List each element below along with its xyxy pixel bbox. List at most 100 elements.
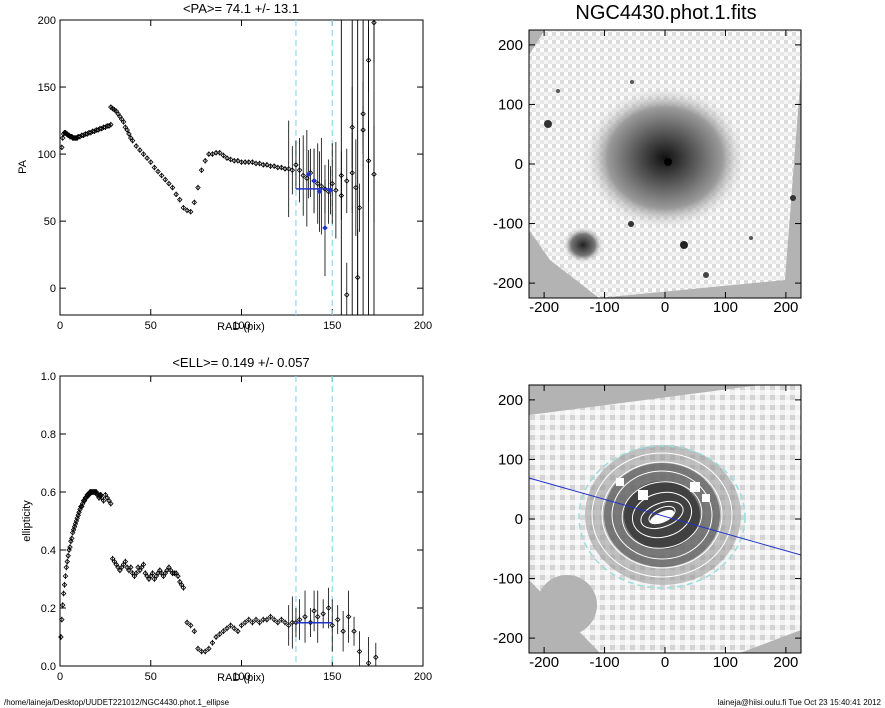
ell-data-point: [216, 631, 223, 637]
pa-data-point: [271, 163, 277, 169]
pa-data-point: [311, 178, 317, 184]
ell-data-point: [365, 660, 372, 666]
ell-y-tick-label: 1.0: [41, 371, 56, 383]
pa-data-point: [202, 158, 208, 164]
ell-x-tick-label: 50: [145, 671, 157, 683]
ell-data-point: [98, 492, 104, 498]
ell-data-point: [122, 558, 129, 565]
pa-data-point: [158, 172, 165, 179]
pa-data-point: [133, 143, 139, 149]
ell-x-tick-label: 150: [323, 671, 341, 683]
ell-data-point: [267, 613, 274, 620]
pa-data-point: [162, 176, 169, 183]
pa-data-point: [169, 184, 176, 191]
pa-x-tick-label: 100: [232, 320, 250, 332]
ell-x-tick-label: 200: [414, 671, 432, 683]
pa-data-point: [344, 178, 350, 184]
ell-data-point: [334, 616, 341, 623]
ell-y-tick-label: 0.2: [41, 603, 56, 615]
pa-x-tick-label: 200: [414, 320, 432, 332]
model-x-tick-label: 200: [773, 654, 798, 671]
ell-y-axis-label: ellipticity: [21, 500, 33, 542]
ell-data-point: [202, 648, 208, 655]
pa-y-tick-label: 0: [50, 283, 56, 295]
image-x-ticks: -200 -100 0 100 200: [529, 30, 798, 316]
pa-data-point: [300, 172, 306, 179]
ell-data-point: [285, 622, 292, 629]
pa-x-tick-label: 150: [323, 320, 341, 332]
pa-data-point: [124, 127, 130, 133]
model-x-tick-label: -200: [529, 654, 559, 671]
ell-data-point: [264, 616, 270, 623]
pa-data-point: [59, 135, 66, 141]
model-x-ticks: -200 -100 0 100 200: [529, 385, 798, 671]
pa-data-point: [256, 160, 263, 167]
pa-y-tick-label: 200: [38, 15, 56, 27]
image-y-ticks: -200 -100 0 100 200: [493, 37, 801, 292]
ell-data-point: [175, 573, 181, 579]
ell-data-point: [235, 628, 241, 634]
ell-data-point: [187, 622, 194, 629]
footer-user-timestamp: laineja@hiisi.oulu.fi Tue Oct 23 15:40:4…: [718, 698, 882, 707]
pa-data-point: [140, 151, 147, 157]
ell-data-point: [356, 648, 363, 655]
pa-data-point: [224, 155, 230, 161]
pa-data-point: [235, 158, 241, 164]
ell-data-point: [296, 616, 303, 623]
pa-y-axis-label: PA: [17, 159, 29, 174]
ell-data-points: [58, 489, 379, 666]
pa-data-point: [147, 159, 154, 165]
ell-data-point: [62, 573, 69, 579]
pa-data-point: [278, 164, 285, 171]
ell-x-axis-label: RAD (pix): [217, 672, 265, 684]
model-y-tick-label: -100: [493, 571, 523, 588]
ell-data-point: [67, 544, 73, 550]
ell-data-point: [307, 619, 314, 626]
galaxy-image: [529, 30, 801, 298]
pa-data-point: [184, 207, 190, 214]
image-title: NGC4430.phot.1.fits: [575, 2, 756, 24]
ell-data-point: [242, 619, 248, 626]
ell-data-point: [231, 625, 238, 632]
ell-data-point: [293, 619, 299, 626]
pa-data-point: [191, 199, 198, 206]
image-y-tick-label: 100: [498, 96, 523, 113]
ell-data-point: [302, 613, 308, 620]
ell-data-point: [282, 619, 288, 626]
pa-x-tick-label: 50: [145, 320, 157, 332]
pa-data-point: [213, 149, 219, 156]
ell-data-point: [209, 640, 216, 646]
pa-x-ticks: 0 50 100 150 200: [57, 20, 432, 332]
pa-data-point: [289, 167, 296, 173]
pa-data-point: [59, 144, 65, 151]
ell-x-tick-label: 0: [57, 671, 63, 683]
pa-y-tick-label: 150: [38, 82, 56, 94]
ell-data-point: [224, 625, 230, 632]
ell-data-point: [329, 622, 336, 629]
model-x-tick-label: -100: [590, 654, 620, 671]
pa-data-point: [293, 162, 299, 168]
pa-chart: <PA>= 74.1 +/- 13.1 0 50 100 150 200 0 50 100 1…: [17, 1, 432, 333]
ell-data-point: [108, 500, 114, 507]
ell-data-point: [191, 628, 198, 634]
ell-data-point: [373, 654, 379, 661]
galaxy-image-panel: NGC4430.phot.1.fits -200 -100 0 100 200 -200…: [493, 2, 802, 316]
pa-data-point: [227, 156, 234, 163]
ell-data-point: [133, 570, 139, 576]
pa-data-point: [216, 149, 223, 156]
ell-data-point: [60, 590, 67, 597]
pa-data-point: [260, 162, 267, 168]
image-y-tick-label: -200: [493, 275, 523, 292]
ell-data-point: [140, 561, 147, 568]
ell-chart-title: <ELL>= 0.149 +/- 0.057: [172, 355, 309, 370]
ell-data-point: [65, 553, 71, 559]
pa-data-point: [206, 151, 212, 157]
ell-data-point: [64, 558, 71, 565]
pa-data-point: [282, 166, 288, 172]
pa-data-point: [285, 166, 292, 172]
model-x-tick-label: 0: [661, 654, 669, 671]
image-x-tick-label: 200: [773, 299, 798, 316]
pa-data-point: [344, 292, 350, 298]
model-y-tick-label: 100: [498, 451, 523, 468]
